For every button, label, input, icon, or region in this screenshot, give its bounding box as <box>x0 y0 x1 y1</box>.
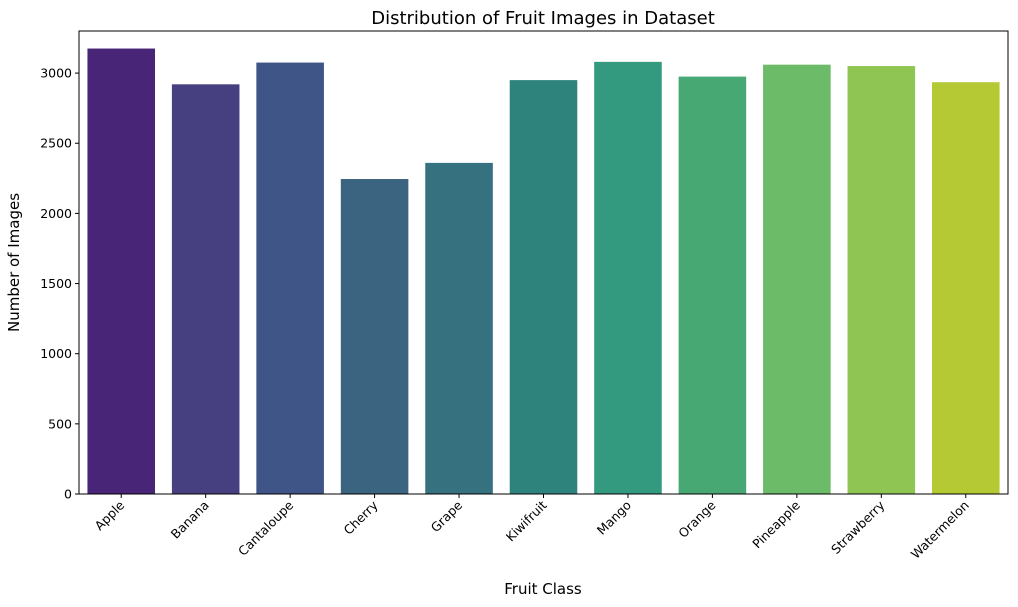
y-tick-label: 1500 <box>40 276 72 291</box>
bar-banana <box>171 84 240 494</box>
x-tick-label-apple: Apple <box>92 497 128 533</box>
y-tick-label: 2000 <box>40 206 72 221</box>
x-tick-label-pineapple: Pineapple <box>749 497 803 551</box>
chart-title: Distribution of Fruit Images in Dataset <box>371 8 715 29</box>
bars <box>87 48 1000 495</box>
bar-pineapple <box>763 64 831 494</box>
x-tick-label-cantaloupe: Cantaloupe <box>235 497 296 558</box>
x-tick-label-grape: Grape <box>428 497 466 535</box>
bar-cantaloupe <box>256 62 324 495</box>
bar-kiwifruit <box>509 80 578 494</box>
x-axis-ticks: Apple Banana Cantaloupe Cherry Grape Kiwifrui… <box>92 494 972 562</box>
x-tick-label-banana: Banana <box>168 498 212 542</box>
bar-mango <box>594 61 662 494</box>
y-tick-label: 3000 <box>40 66 72 81</box>
bar-orange <box>678 76 747 495</box>
bar-apple <box>87 48 156 495</box>
x-tick-label-mango: Mango <box>594 498 634 538</box>
bar-strawberry <box>847 66 916 495</box>
y-axis-ticks: 0 500 1000 1500 2000 2500 3000 <box>40 66 79 502</box>
y-tick-label: 0 <box>64 487 72 502</box>
x-tick-label-kiwifruit: Kiwifruit <box>503 497 550 544</box>
bar-grape <box>425 162 493 495</box>
x-tick-label-cherry: Cherry <box>341 497 382 538</box>
x-tick-label-strawberry: Strawberry <box>828 497 888 557</box>
bar-watermelon <box>931 82 1000 495</box>
y-axis-label: Number of Images <box>5 193 23 332</box>
plot-frame <box>78 30 1009 495</box>
y-tick-label: 500 <box>48 416 72 431</box>
bar-cherry <box>340 179 409 494</box>
x-axis-label: Fruit Class <box>504 580 582 598</box>
x-tick-label-orange: Orange <box>675 497 718 540</box>
x-tick-label-watermelon: Watermelon <box>908 498 972 562</box>
y-tick-label: 2500 <box>40 136 72 151</box>
y-tick-label: 1000 <box>40 346 72 361</box>
